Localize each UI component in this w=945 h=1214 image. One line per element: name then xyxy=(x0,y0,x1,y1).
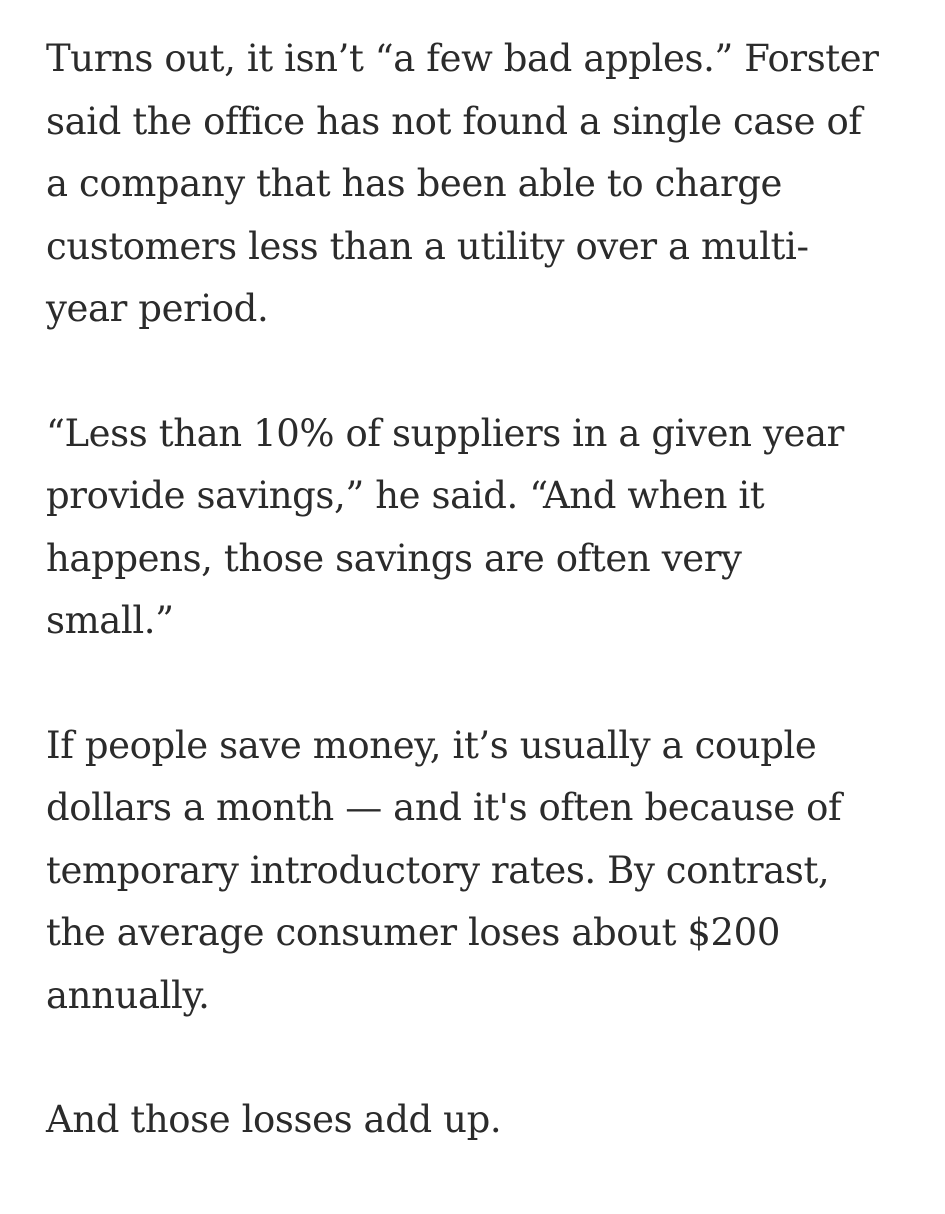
paragraph-line: annually. xyxy=(46,973,210,1017)
paragraph-line: year period. xyxy=(46,287,269,330)
paragraph-line: customers less than a utility over a mul… xyxy=(46,224,809,268)
paragraph-line: small.” xyxy=(46,599,174,642)
paragraph-losses-add-up: And those losses add up. xyxy=(46,1089,926,1152)
paragraph-line: If people save money, it’s usually a cou… xyxy=(46,723,817,767)
paragraph-line: Turns out, it isn’t “a few bad apples.” … xyxy=(46,37,879,80)
paragraph-line: “Less than 10% of suppliers in a given y… xyxy=(46,411,844,455)
paragraph-line: And those losses add up. xyxy=(46,1098,502,1141)
paragraph-line: provide savings,” he said. “And when it xyxy=(46,474,765,517)
paragraph-line: a company that has been able to charge xyxy=(46,162,783,205)
article-body: Turns out, it isn’t “a few bad apples.” … xyxy=(46,28,926,1214)
paragraph-line: dollars a month — and it's often because… xyxy=(46,786,842,829)
paragraph-consumer-losses: If people save money, it’s usually a cou… xyxy=(46,715,926,1028)
paragraph-bad-apples: Turns out, it isn’t “a few bad apples.” … xyxy=(46,28,926,341)
paragraph-line: said the office has not found a single c… xyxy=(46,99,862,143)
paragraph-line: happens, those savings are often very xyxy=(46,536,742,580)
paragraph-line: temporary introductory rates. By contras… xyxy=(46,848,830,892)
paragraph-line: the average consumer loses about $200 xyxy=(46,911,780,954)
paragraph-quote-savings: “Less than 10% of suppliers in a given y… xyxy=(46,403,926,653)
